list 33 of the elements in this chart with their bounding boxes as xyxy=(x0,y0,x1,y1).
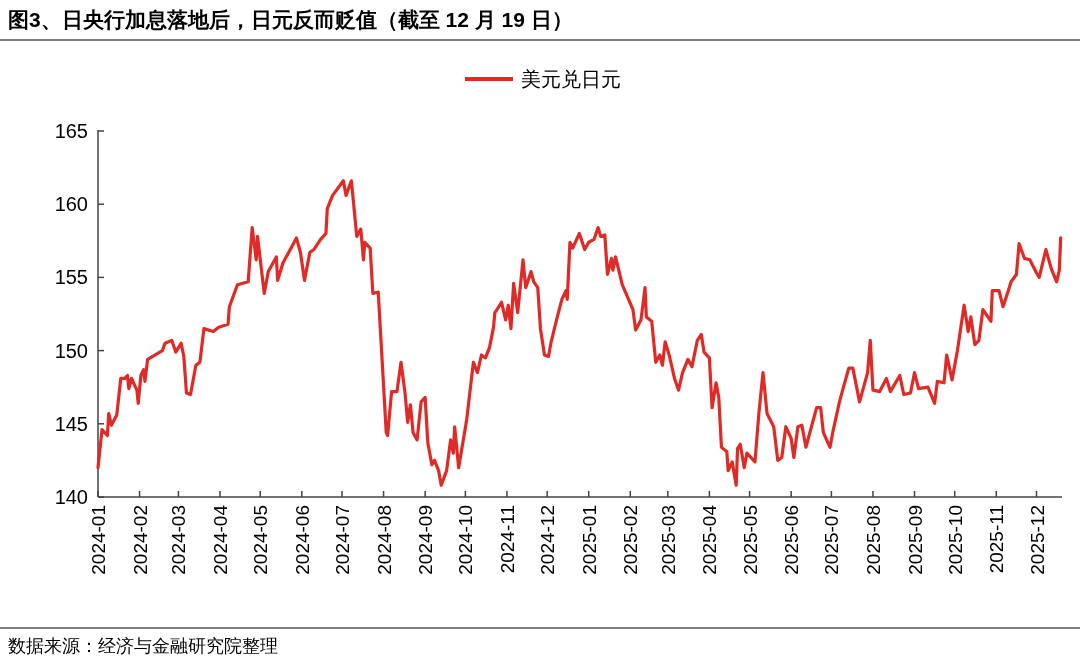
x-tick-label: 2025-10 xyxy=(944,505,966,575)
legend-label: 美元兑日元 xyxy=(521,68,621,90)
x-tick-label: 2025-07 xyxy=(821,505,843,575)
x-tick-label: 2025-08 xyxy=(862,505,884,575)
x-tick-label: 2024-11 xyxy=(496,505,518,574)
source-note: 数据来源：经济与金融研究院整理 xyxy=(8,636,278,656)
chart-title: 图3、日央行加息落地后，日元反而贬值（截至 12 月 19 日） xyxy=(8,8,573,31)
y-tick-label: 160 xyxy=(54,193,88,216)
x-tick-label: 2025-01 xyxy=(578,505,600,575)
x-tick-label: 2024-06 xyxy=(291,505,313,575)
x-tick-label: 2024-10 xyxy=(455,505,477,575)
x-tick-label: 2024-05 xyxy=(250,505,272,575)
x-tick-label: 2024-03 xyxy=(168,505,190,575)
x-tick-label: 2025-06 xyxy=(781,505,803,575)
x-tick-label: 2024-02 xyxy=(129,505,151,575)
x-tick-label: 2025-11 xyxy=(986,505,1008,574)
x-tick-label: 2025-09 xyxy=(904,505,926,575)
x-tick-label: 2024-12 xyxy=(537,505,559,575)
x-tick-label: 2025-02 xyxy=(620,505,642,575)
y-tick-label: 145 xyxy=(54,412,88,435)
x-tick-label: 2025-12 xyxy=(1026,505,1048,575)
x-tick-label: 2024-04 xyxy=(210,504,232,575)
x-tick-label: 2024-08 xyxy=(373,505,395,575)
x-tick-label: 2025-04 xyxy=(699,504,721,575)
x-tick-label: 2025-05 xyxy=(739,505,761,575)
x-tick-label: 2024-07 xyxy=(332,505,354,575)
y-tick-label: 150 xyxy=(54,339,88,362)
x-tick-label: 2025-03 xyxy=(657,505,679,575)
y-tick-label: 155 xyxy=(54,266,88,289)
x-tick-label: 2024-01 xyxy=(88,505,109,575)
y-tick-label: 140 xyxy=(54,486,88,508)
x-tick-label: 2024-09 xyxy=(415,505,437,575)
y-tick-label: 165 xyxy=(54,120,88,142)
